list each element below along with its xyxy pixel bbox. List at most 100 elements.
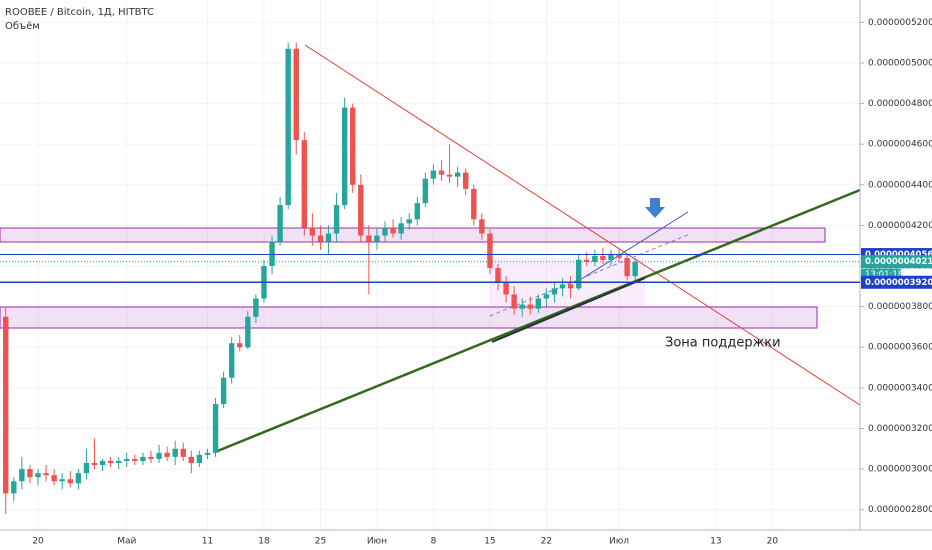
- candle-body: [325, 233, 332, 242]
- candle-body: [59, 479, 65, 482]
- candle-body: [293, 48, 299, 141]
- candle-body: [616, 253, 622, 258]
- candle-body: [204, 452, 211, 455]
- trend-line: [491, 277, 646, 343]
- candle-body: [463, 172, 469, 189]
- candle-body: [51, 475, 57, 482]
- support-zone: [0, 306, 818, 329]
- candle-body: [592, 255, 598, 262]
- candle-body: [156, 452, 162, 459]
- candle-body: [519, 304, 525, 309]
- x-tick-label: 11: [202, 537, 213, 547]
- candle-body: [35, 473, 41, 478]
- candle-body: [285, 48, 291, 206]
- candle-body: [75, 473, 82, 484]
- candle-body: [67, 479, 73, 484]
- candle-body: [3, 316, 9, 494]
- candle-body: [237, 343, 243, 348]
- x-tick-label: 20: [32, 537, 44, 547]
- candle-body: [358, 184, 364, 236]
- candle-body: [559, 284, 566, 289]
- candle-body: [495, 268, 501, 283]
- candle-body: [309, 227, 316, 236]
- price-label: 0.00000040211: [865, 257, 932, 267]
- candle-body: [124, 458, 130, 461]
- candle-body: [446, 174, 453, 177]
- x-tick-label: 8: [431, 537, 437, 547]
- candle-body: [341, 107, 348, 206]
- candle-body: [19, 469, 25, 482]
- candle-body: [608, 253, 614, 260]
- candle-body: [374, 235, 380, 242]
- candle-body: [632, 261, 638, 277]
- candle-body: [132, 458, 138, 461]
- candle-body: [164, 452, 170, 457]
- candle-body: [11, 481, 17, 494]
- x-tick-label: 25: [315, 537, 326, 547]
- price-label: 0.00000039200: [865, 278, 932, 288]
- candle-body: [220, 377, 227, 405]
- candle-body: [543, 294, 550, 299]
- x-tick-label: 22: [541, 537, 552, 547]
- candle-body: [430, 170, 437, 179]
- price-label-box: [861, 255, 932, 269]
- candle-body: [333, 205, 340, 234]
- candle-body: [366, 235, 372, 242]
- candle-body: [140, 456, 146, 461]
- candle-body: [277, 205, 283, 242]
- candle-body: [43, 473, 49, 476]
- candle-body: [567, 284, 574, 289]
- candle-body: [245, 316, 251, 348]
- price-label: 0.00000040565: [865, 250, 932, 260]
- x-tick-label: 20: [767, 537, 779, 547]
- candle-body: [398, 223, 404, 234]
- y-tick-label: 0.00000052000: [868, 18, 932, 28]
- candle-body: [107, 460, 114, 463]
- candle-body: [99, 460, 106, 466]
- candle-body: [350, 107, 356, 185]
- drawings: [0, 44, 861, 454]
- candle-body: [487, 233, 493, 269]
- candle-body: [624, 257, 630, 277]
- candle-body: [422, 178, 429, 204]
- channel-line: [489, 233, 691, 317]
- candle-body: [454, 172, 461, 177]
- candle-body: [148, 456, 154, 459]
- channel-line: [574, 211, 689, 284]
- candle-body: [406, 219, 412, 224]
- trend-line: [304, 44, 861, 406]
- x-tick-label: Июн: [367, 537, 387, 547]
- candle-body: [269, 241, 275, 267]
- candle-body: [471, 188, 477, 220]
- candle-body: [600, 255, 606, 260]
- price-label-box: [861, 275, 932, 289]
- candle-body: [551, 288, 558, 295]
- candle-body: [414, 203, 420, 220]
- candle-body: [584, 259, 590, 262]
- candle-body: [575, 259, 582, 289]
- chart-title: ROOBEE / Bitcoin, 1Д, HITBTC: [5, 7, 154, 18]
- trend-line: [214, 188, 861, 454]
- x-tick-label: 15: [484, 537, 495, 547]
- candle-body: [172, 448, 178, 457]
- candle-body: [253, 298, 259, 317]
- candle-body: [212, 404, 219, 453]
- candle-body: [91, 462, 98, 466]
- candle-body: [390, 227, 396, 234]
- candle-body: [511, 294, 517, 309]
- candle-body: [116, 460, 122, 463]
- countdown: 13:01:18: [865, 270, 903, 280]
- x-tick-label: 13: [710, 537, 721, 547]
